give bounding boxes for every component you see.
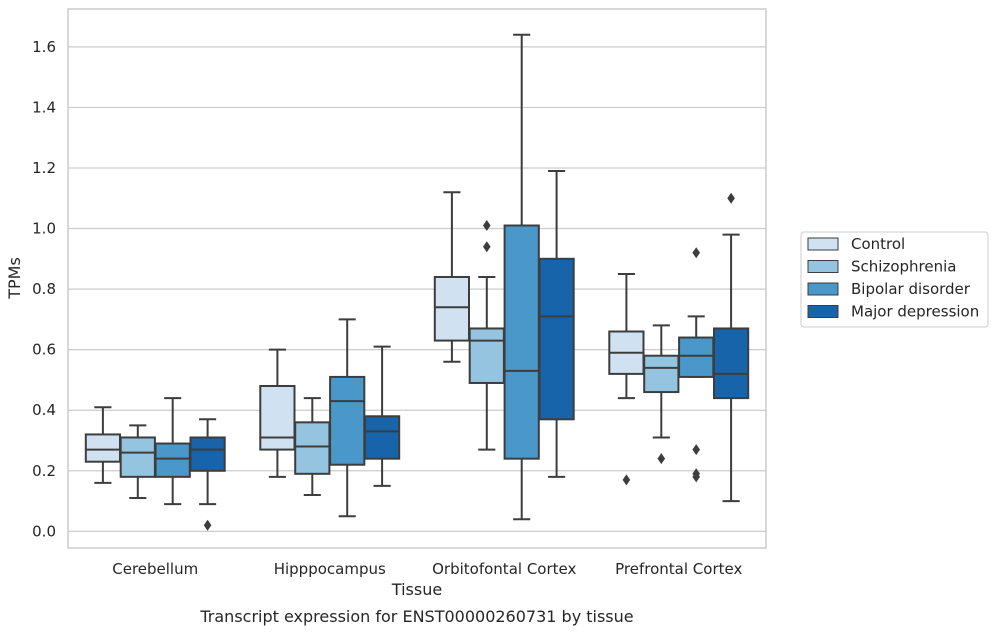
y-tick-label: 0.8 [32, 280, 56, 298]
outlier-point [483, 241, 491, 253]
box-iqr [433, 275, 471, 342]
legend-label: Major depression [851, 303, 979, 321]
y-axis-title: TPMs [5, 257, 24, 300]
box-control [84, 406, 122, 484]
box-iqr [329, 375, 366, 466]
outlier-point [622, 474, 631, 486]
legend: Control Schizophrenia Bipolar disorder Majo… [800, 231, 989, 328]
box-schizophrenia [468, 220, 505, 451]
box-iqr [643, 354, 680, 394]
box-control [259, 348, 296, 478]
box-control [608, 272, 645, 486]
box-iqr [712, 327, 750, 400]
box-iqr [678, 336, 715, 378]
legend-frame [800, 231, 989, 328]
outlier-point [657, 453, 666, 465]
box-schizophrenia [119, 424, 156, 500]
outlier-point [727, 192, 735, 204]
x-tick-label: Orbitofontal Cortex [432, 560, 576, 578]
box-iqr [363, 415, 401, 460]
y-tick-label: 1.6 [32, 38, 56, 56]
box-major-depression [189, 418, 226, 531]
y-tick-label: 0.0 [32, 522, 56, 540]
box-bipolar-disorder [329, 318, 366, 518]
plot-frame [67, 8, 767, 549]
x-tick-label: Cerebellum [112, 560, 198, 578]
legend-label: Control [851, 235, 905, 253]
legend-swatch [807, 305, 839, 318]
chart-caption: Transcript expression for ENST0000026073… [199, 607, 633, 626]
outlier-point [483, 220, 491, 232]
box-iqr [84, 433, 122, 463]
box-iqr [294, 421, 331, 475]
y-tick-label: 1.4 [32, 98, 56, 116]
y-tick-label: 1.2 [32, 159, 56, 177]
legend-label: Bipolar disorder [851, 280, 971, 298]
box-iqr [119, 436, 156, 478]
box-major-depression [712, 192, 750, 503]
box-major-depression [538, 170, 575, 478]
box-schizophrenia [294, 397, 331, 497]
y-tick-label: 0.4 [32, 401, 56, 419]
y-tick-label: 0.6 [32, 341, 56, 359]
x-tick-labels: Cerebellum Hipppocampus Orbitofontal Corte… [112, 560, 742, 578]
box-iqr [503, 224, 540, 460]
y-tick-label: 0.2 [32, 462, 56, 480]
box-bipolar-disorder [678, 247, 715, 483]
box-layer [84, 33, 750, 531]
box-bipolar-disorder [503, 33, 540, 521]
box-schizophrenia [643, 324, 680, 465]
legend-label: Schizophrenia [851, 258, 956, 276]
box-bipolar-disorder [154, 397, 191, 506]
box-iqr [154, 442, 191, 478]
box-iqr [468, 327, 505, 384]
box-iqr [259, 384, 296, 451]
y-tick-labels: 0.0 0.2 0.4 0.6 0.8 1.0 1.2 1.4 1.6 [32, 38, 56, 540]
legend-swatch [807, 260, 839, 273]
box-iqr [538, 257, 575, 421]
legend-swatch [807, 282, 839, 296]
box-control [433, 191, 471, 363]
x-tick-label: Prefrontal Cortex [615, 560, 742, 578]
x-tick-label: Hipppocampus [274, 560, 386, 578]
legend-swatch [807, 237, 839, 251]
outlier-point [692, 247, 700, 259]
box-major-depression [363, 345, 401, 487]
outlier-point [692, 471, 700, 483]
outlier-point [203, 519, 212, 531]
x-axis-title: Tissue [391, 580, 442, 599]
box-iqr [189, 436, 226, 472]
outlier-point [692, 444, 700, 456]
y-tick-label: 1.0 [32, 220, 56, 238]
